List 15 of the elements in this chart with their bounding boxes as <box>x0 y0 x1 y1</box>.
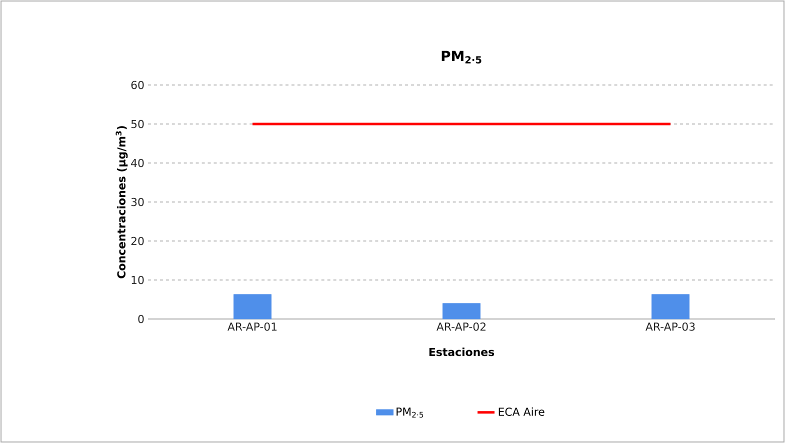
x-axis-title: Estaciones <box>429 348 494 356</box>
y-tick-label: 60 <box>131 80 144 90</box>
x-tick-label: AR-AP-01 <box>228 322 277 331</box>
y-tick-label: 10 <box>132 276 144 284</box>
legend-label: ECA Aire <box>498 407 544 416</box>
chart-title: PM$_{2·5}$ <box>442 50 482 64</box>
y-tick-label: 40 <box>131 158 144 168</box>
legend-label: PM$_{2·5}$ <box>396 408 424 418</box>
y-tick-label: 20 <box>131 236 144 246</box>
x-tick-label: AR-AP-03 <box>646 322 695 331</box>
x-tick-label: AR-AP-02 <box>436 322 486 331</box>
y-tick-label: 30 <box>131 198 144 206</box>
y-tick-label: 0 <box>138 314 144 324</box>
y-tick-label: 50 <box>131 120 144 128</box>
y-axis-title: Concentraciones (µg/m$^{3}$) <box>116 126 128 278</box>
